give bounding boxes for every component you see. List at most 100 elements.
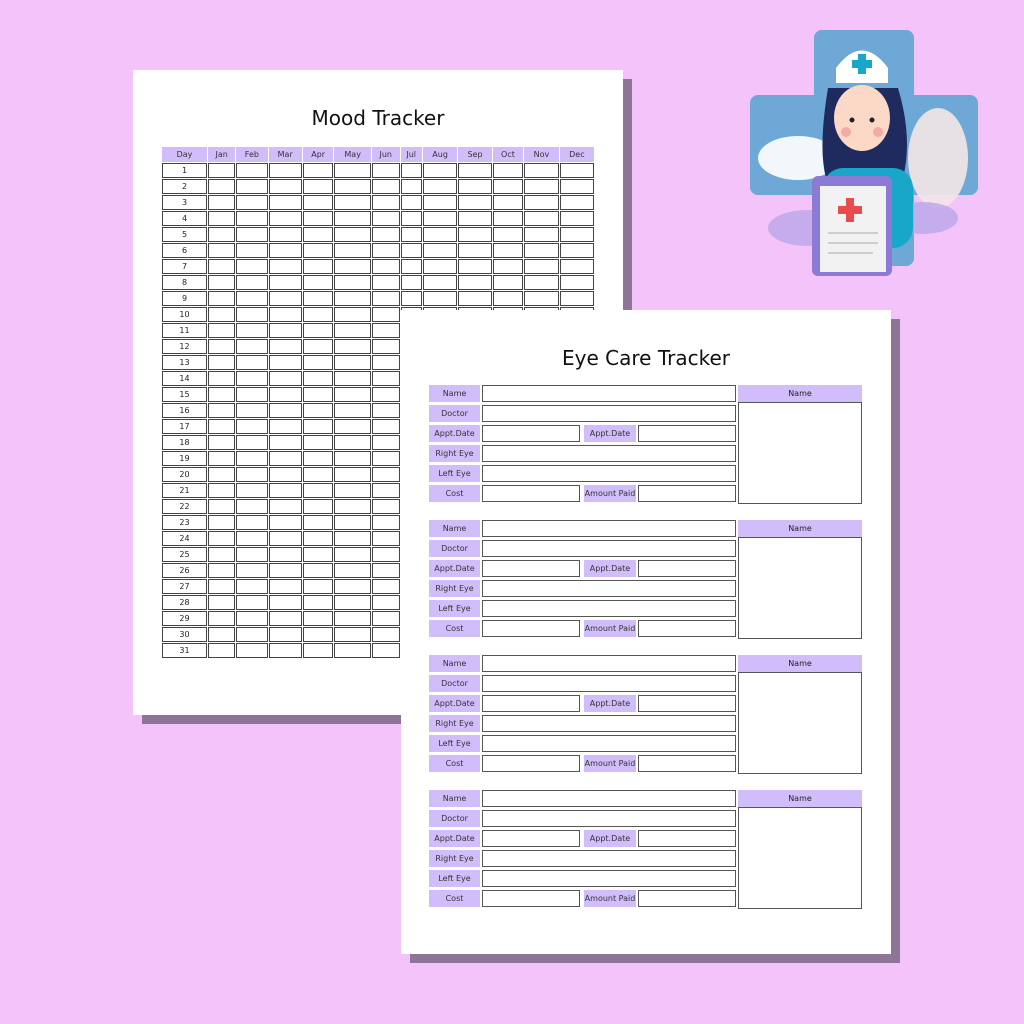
mood-cell[interactable] xyxy=(371,499,400,514)
mood-cell[interactable] xyxy=(236,275,268,290)
mood-cell[interactable] xyxy=(334,195,371,210)
mood-cell[interactable] xyxy=(208,627,236,642)
mood-cell[interactable] xyxy=(302,643,334,658)
side-notes-box[interactable] xyxy=(738,402,862,504)
mood-cell[interactable] xyxy=(236,211,268,226)
mood-cell[interactable] xyxy=(236,435,268,450)
mood-cell[interactable] xyxy=(208,547,236,562)
mood-cell[interactable] xyxy=(458,163,492,178)
mood-cell[interactable] xyxy=(302,627,334,642)
mood-cell[interactable] xyxy=(208,227,236,242)
mood-cell[interactable] xyxy=(236,499,268,514)
mood-cell[interactable] xyxy=(371,227,400,242)
mood-cell[interactable] xyxy=(208,371,236,386)
mood-cell[interactable] xyxy=(458,275,492,290)
name-input[interactable] xyxy=(482,790,736,807)
doctor-input[interactable] xyxy=(482,405,736,422)
mood-cell[interactable] xyxy=(268,291,302,306)
mood-cell[interactable] xyxy=(208,259,236,274)
mood-cell[interactable] xyxy=(236,243,268,258)
mood-cell[interactable] xyxy=(371,307,400,322)
doctor-input[interactable] xyxy=(482,540,736,557)
mood-cell[interactable] xyxy=(208,243,236,258)
mood-cell[interactable] xyxy=(334,483,371,498)
mood-cell[interactable] xyxy=(268,307,302,322)
mood-cell[interactable] xyxy=(334,627,371,642)
mood-cell[interactable] xyxy=(302,515,334,530)
appt-date-2-input[interactable] xyxy=(638,695,736,712)
mood-cell[interactable] xyxy=(208,643,236,658)
mood-cell[interactable] xyxy=(422,291,458,306)
mood-cell[interactable] xyxy=(302,419,334,434)
mood-cell[interactable] xyxy=(208,323,236,338)
mood-cell[interactable] xyxy=(268,403,302,418)
mood-cell[interactable] xyxy=(302,275,334,290)
mood-cell[interactable] xyxy=(334,211,371,226)
mood-cell[interactable] xyxy=(371,259,400,274)
mood-cell[interactable] xyxy=(524,291,559,306)
mood-cell[interactable] xyxy=(208,467,236,482)
mood-cell[interactable] xyxy=(492,211,524,226)
mood-cell[interactable] xyxy=(371,179,400,194)
mood-cell[interactable] xyxy=(236,451,268,466)
mood-cell[interactable] xyxy=(400,227,422,242)
mood-cell[interactable] xyxy=(334,243,371,258)
mood-cell[interactable] xyxy=(236,387,268,402)
mood-cell[interactable] xyxy=(268,339,302,354)
mood-cell[interactable] xyxy=(268,243,302,258)
mood-cell[interactable] xyxy=(371,275,400,290)
amount-paid-input[interactable] xyxy=(638,755,736,772)
mood-cell[interactable] xyxy=(371,243,400,258)
mood-cell[interactable] xyxy=(524,227,559,242)
mood-cell[interactable] xyxy=(268,227,302,242)
mood-cell[interactable] xyxy=(559,211,594,226)
mood-cell[interactable] xyxy=(334,595,371,610)
mood-cell[interactable] xyxy=(236,371,268,386)
mood-cell[interactable] xyxy=(458,227,492,242)
mood-cell[interactable] xyxy=(236,355,268,370)
side-notes-box[interactable] xyxy=(738,672,862,774)
appt-date-input[interactable] xyxy=(482,830,580,847)
mood-cell[interactable] xyxy=(302,243,334,258)
mood-cell[interactable] xyxy=(422,275,458,290)
mood-cell[interactable] xyxy=(559,243,594,258)
mood-cell[interactable] xyxy=(334,227,371,242)
mood-cell[interactable] xyxy=(524,163,559,178)
mood-cell[interactable] xyxy=(422,163,458,178)
mood-cell[interactable] xyxy=(236,595,268,610)
mood-cell[interactable] xyxy=(492,227,524,242)
mood-cell[interactable] xyxy=(268,515,302,530)
mood-cell[interactable] xyxy=(268,547,302,562)
mood-cell[interactable] xyxy=(334,259,371,274)
mood-cell[interactable] xyxy=(236,339,268,354)
mood-cell[interactable] xyxy=(268,579,302,594)
mood-cell[interactable] xyxy=(236,579,268,594)
mood-cell[interactable] xyxy=(458,243,492,258)
mood-cell[interactable] xyxy=(236,611,268,626)
mood-cell[interactable] xyxy=(302,611,334,626)
mood-cell[interactable] xyxy=(371,291,400,306)
mood-cell[interactable] xyxy=(208,307,236,322)
mood-cell[interactable] xyxy=(524,195,559,210)
mood-cell[interactable] xyxy=(302,179,334,194)
mood-cell[interactable] xyxy=(334,435,371,450)
mood-cell[interactable] xyxy=(559,163,594,178)
mood-cell[interactable] xyxy=(268,499,302,514)
mood-cell[interactable] xyxy=(268,611,302,626)
mood-cell[interactable] xyxy=(268,163,302,178)
mood-cell[interactable] xyxy=(302,387,334,402)
mood-cell[interactable] xyxy=(492,163,524,178)
mood-cell[interactable] xyxy=(208,419,236,434)
mood-cell[interactable] xyxy=(302,259,334,274)
mood-cell[interactable] xyxy=(236,195,268,210)
mood-cell[interactable] xyxy=(400,275,422,290)
mood-cell[interactable] xyxy=(524,211,559,226)
mood-cell[interactable] xyxy=(559,291,594,306)
mood-cell[interactable] xyxy=(334,339,371,354)
right-eye-input[interactable] xyxy=(482,715,736,732)
mood-cell[interactable] xyxy=(236,467,268,482)
cost-input[interactable] xyxy=(482,485,580,502)
mood-cell[interactable] xyxy=(334,387,371,402)
mood-cell[interactable] xyxy=(208,499,236,514)
mood-cell[interactable] xyxy=(208,179,236,194)
